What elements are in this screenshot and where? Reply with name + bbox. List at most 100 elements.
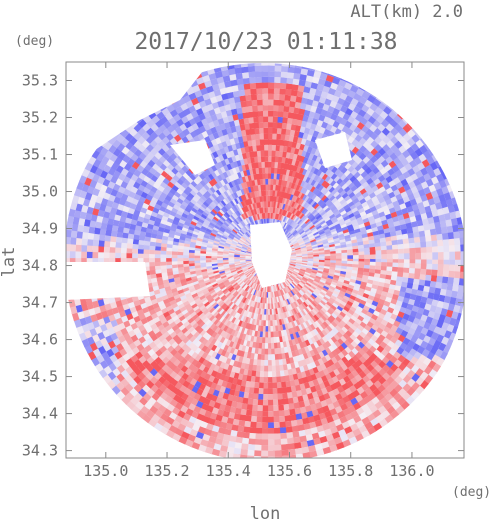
radar-cell [299,269,306,274]
radar-cell [369,246,376,252]
radar-cell [177,221,185,228]
radar-cell [178,314,186,322]
radar-cell [364,251,370,256]
radar-cell [227,217,233,223]
radar-cell [324,347,332,355]
radar-cell [208,236,215,241]
radar-cell [143,248,150,254]
radar-cell [299,335,305,343]
radar-cell [285,192,290,199]
radar-cell [241,220,247,227]
radar-cell [222,277,228,283]
radar-cell [227,285,234,291]
radar-cell [201,170,209,178]
radar-cell [209,322,216,330]
radar-cell [254,214,258,221]
radar-cell [240,296,246,303]
radar-cell [349,324,358,332]
radar-cell [246,263,253,267]
radar-cell [292,288,298,295]
radar-cell [244,232,250,238]
radar-cell [233,283,239,289]
radar-cell [225,218,232,224]
radar-cell [349,295,357,302]
radar-cell [228,257,235,260]
radar-cell [381,254,388,260]
radar-cell [194,184,202,192]
radar-cell [205,257,212,261]
radar-cell [300,247,307,251]
radar-cell [235,319,241,326]
radar-cell [233,311,239,319]
radar-cell [232,317,239,325]
radar-cell [196,175,204,183]
radar-cell [387,253,393,260]
radar-cell [325,230,332,236]
radar-cell [262,291,265,298]
radar-cell [331,327,339,335]
radar-cell [294,246,301,250]
radar-cell [205,175,213,183]
radar-cell [235,276,241,282]
radar-cell [180,317,188,325]
radar-cell [238,222,244,228]
radar-cell [342,295,350,302]
radar-cell [222,297,229,303]
radar-cell [287,212,293,219]
radar-cell [332,208,339,215]
radar-cell [225,272,232,277]
radar-cell [296,257,303,259]
radar-cell [237,271,244,276]
radar-cell [226,237,233,242]
radar-cell [312,267,318,271]
radar-cell [321,342,329,350]
radar-cell [335,331,343,339]
radar-cell [299,213,305,220]
radar-cell [171,194,180,202]
radar-cell [183,289,191,295]
radar-cell [310,186,317,193]
radar-cell [212,284,219,290]
radar-cell [198,335,206,343]
radar-cell [358,254,365,259]
radar-cell [301,207,307,214]
radar-cell [310,173,317,180]
radar-cell [251,276,256,282]
radar-cell [184,220,191,227]
radar-cell [235,184,242,191]
radar-cell [297,179,304,186]
radar-cell [174,212,182,219]
radar-cell [315,214,322,221]
radar-cell [219,227,225,233]
radar-cell [283,306,288,313]
radar-cell [329,329,337,337]
radar-cell [339,220,346,227]
radar-cell [258,219,262,226]
radar-cell [218,201,225,208]
radar-cell [205,206,212,213]
radar-cell [229,288,236,294]
radar-cell [341,201,349,209]
radar-cell [346,188,354,197]
radar-cell [298,311,305,318]
radar-cell [278,202,283,209]
radar-cell [359,198,367,206]
radar-cell [179,305,187,313]
radar-cell [257,219,261,226]
radar-cell [357,194,365,202]
radar-cell [415,252,422,260]
radar-cell [308,317,315,325]
radar-cell [318,208,325,215]
radar-cell [171,184,180,192]
radar-cell [317,270,323,275]
radar-cell [244,270,250,275]
radar-cell [293,320,298,327]
radar-cell [293,223,299,229]
radar-cell [266,207,269,213]
radar-cell [249,282,254,288]
radar-cell [291,238,297,243]
radar-cell [194,201,202,209]
radar-cell [302,308,308,315]
radar-cell [324,228,331,234]
radar-cell [149,253,155,259]
